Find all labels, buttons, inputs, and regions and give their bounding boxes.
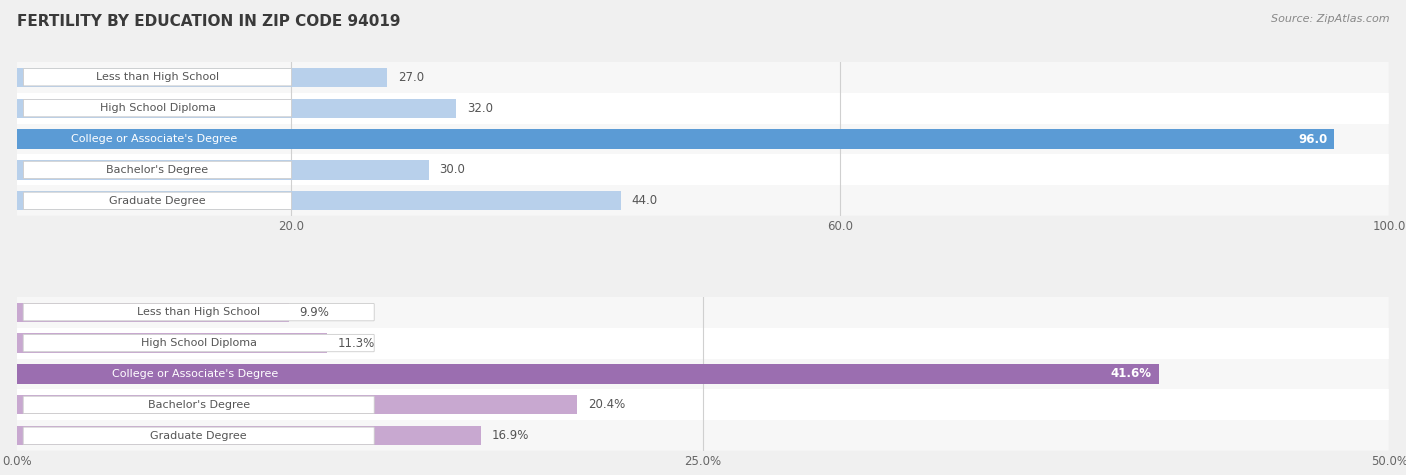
Bar bbox=[17, 130, 1334, 149]
FancyBboxPatch shape bbox=[17, 154, 1389, 185]
Text: College or Associate's Degree: College or Associate's Degree bbox=[112, 369, 278, 379]
Text: College or Associate's Degree: College or Associate's Degree bbox=[70, 134, 238, 144]
FancyBboxPatch shape bbox=[17, 420, 1389, 451]
Bar bbox=[17, 161, 429, 180]
Text: Less than High School: Less than High School bbox=[96, 72, 219, 82]
FancyBboxPatch shape bbox=[24, 192, 291, 209]
Text: 41.6%: 41.6% bbox=[1111, 368, 1152, 380]
Text: Graduate Degree: Graduate Degree bbox=[150, 431, 247, 441]
FancyBboxPatch shape bbox=[17, 93, 1389, 124]
Text: 32.0: 32.0 bbox=[467, 102, 494, 114]
FancyBboxPatch shape bbox=[24, 162, 291, 179]
FancyBboxPatch shape bbox=[24, 68, 291, 86]
Text: 27.0: 27.0 bbox=[398, 71, 425, 84]
Text: 44.0: 44.0 bbox=[631, 194, 658, 208]
Text: Bachelor's Degree: Bachelor's Degree bbox=[107, 165, 208, 175]
FancyBboxPatch shape bbox=[22, 334, 374, 352]
FancyBboxPatch shape bbox=[22, 396, 374, 414]
Text: Less than High School: Less than High School bbox=[138, 307, 260, 317]
FancyBboxPatch shape bbox=[22, 427, 374, 445]
Bar bbox=[17, 67, 388, 87]
Text: FERTILITY BY EDUCATION IN ZIP CODE 94019: FERTILITY BY EDUCATION IN ZIP CODE 94019 bbox=[17, 14, 401, 29]
Bar bbox=[17, 303, 288, 322]
Text: 20.4%: 20.4% bbox=[588, 399, 626, 411]
Bar bbox=[17, 364, 1159, 383]
Text: 30.0: 30.0 bbox=[440, 163, 465, 176]
Text: Bachelor's Degree: Bachelor's Degree bbox=[148, 400, 250, 410]
FancyBboxPatch shape bbox=[24, 99, 291, 117]
Bar bbox=[17, 333, 328, 352]
FancyBboxPatch shape bbox=[17, 62, 1389, 93]
Text: 16.9%: 16.9% bbox=[492, 429, 529, 442]
FancyBboxPatch shape bbox=[17, 359, 1389, 390]
Text: 96.0: 96.0 bbox=[1298, 133, 1327, 145]
Text: 9.9%: 9.9% bbox=[299, 305, 329, 319]
Text: High School Diploma: High School Diploma bbox=[141, 338, 257, 348]
Bar bbox=[17, 395, 576, 415]
FancyBboxPatch shape bbox=[17, 297, 1389, 328]
Bar bbox=[17, 98, 456, 118]
Text: Source: ZipAtlas.com: Source: ZipAtlas.com bbox=[1271, 14, 1389, 24]
FancyBboxPatch shape bbox=[17, 390, 1389, 420]
FancyBboxPatch shape bbox=[17, 328, 1389, 359]
Bar bbox=[17, 426, 481, 446]
Text: Graduate Degree: Graduate Degree bbox=[110, 196, 205, 206]
FancyBboxPatch shape bbox=[22, 304, 374, 321]
FancyBboxPatch shape bbox=[17, 185, 1389, 216]
Text: High School Diploma: High School Diploma bbox=[100, 103, 215, 113]
FancyBboxPatch shape bbox=[17, 124, 1389, 154]
Bar bbox=[17, 191, 620, 210]
Text: 11.3%: 11.3% bbox=[337, 337, 375, 350]
